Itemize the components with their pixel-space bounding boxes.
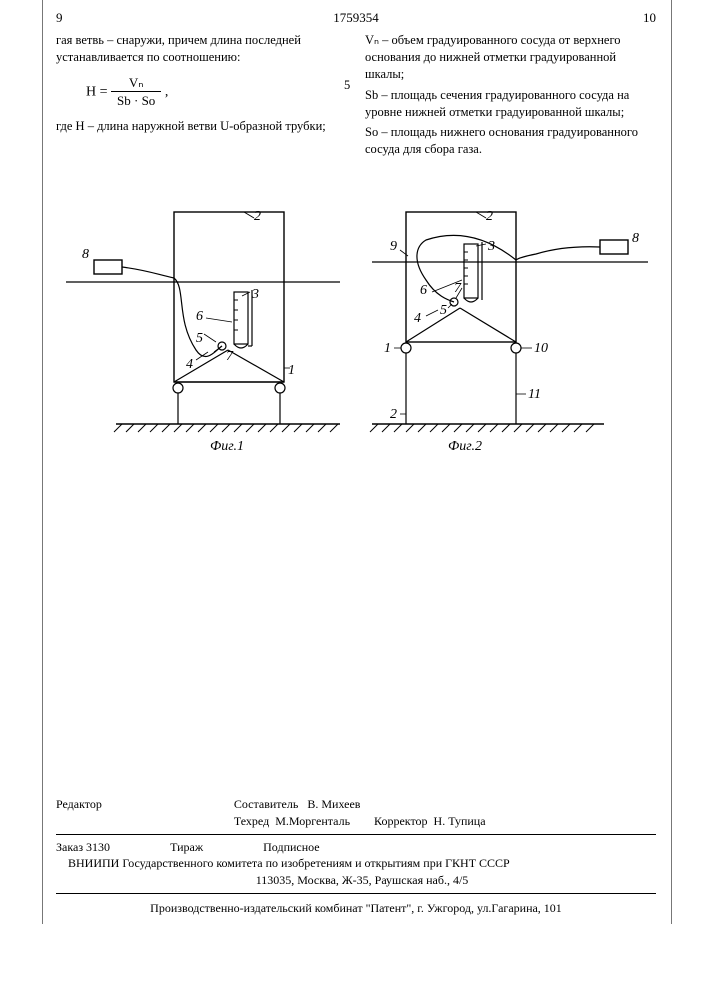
right-p3: So – площадь нижнего основания градуиров… [365,124,656,158]
line-marker-5: 5 [344,78,350,93]
subscription: Подписное [263,839,320,856]
print-run: Тираж [170,839,203,856]
fig1-label-8: 8 [82,247,89,262]
order-number: Заказ 3130 [56,839,110,856]
fig2-caption: Фиг.2 [448,439,482,454]
fig2-label-8: 8 [632,231,639,246]
fig1-label-4: 4 [186,357,193,372]
fig1-label-1: 1 [288,363,295,378]
corrector-name: Н. Тупица [434,814,486,828]
formula: H = Vₙ Sb · So , [86,74,347,110]
fig2-label-9: 9 [390,239,397,254]
fig2-label-7: 7 [454,281,462,296]
compiler-name: В. Михеев [307,797,360,811]
fig2-label-4: 4 [414,311,421,326]
right-column: Vₙ – объем градуированного сосуда от вер… [365,32,656,162]
compiler-label: Составитель [234,797,298,811]
org-line2: 113035, Москва, Ж-35, Раушская наб., 4/5 [68,872,656,889]
page-number-left: 9 [56,10,63,26]
fig1-label-6: 6 [196,309,203,324]
fig2-label-2-bot: 2 [390,407,397,422]
corrector-label: Корректор [374,814,428,828]
fig2-label-3: 3 [487,239,495,254]
fig2-label-10: 10 [534,341,548,356]
right-p1: Vₙ – объем градуированного сосуда от вер… [365,32,656,83]
fig2-label-1: 1 [384,341,391,356]
fig2-label-11: 11 [528,387,541,402]
fig1-label-5: 5 [196,331,203,346]
techred-label: Техред [234,814,269,828]
left-p2: где Н – длина наружной ветви U-образной … [56,118,347,135]
editor-label: Редактор [56,796,102,830]
right-p2: Sb – площадь сечения градуированного сос… [365,87,656,121]
fig2-label-6: 6 [420,283,427,298]
figure-svg: 1 2 3 4 5 6 7 8 Фиг.1 [56,200,656,460]
publisher-line: Производственно-издательский комбинат "П… [56,900,656,917]
fig1-label-2: 2 [254,209,261,224]
org-line1: ВНИИПИ Государственного комитета по изоб… [68,855,656,872]
document-number: 1759354 [333,10,379,26]
techred-name: М.Моргенталь [275,814,350,828]
imprint-footer: Редактор Составитель В. Михеев Техред М.… [56,796,656,917]
fig1-caption: Фиг.1 [210,439,244,454]
figures: 1 2 3 4 5 6 7 8 Фиг.1 [56,200,656,460]
fig2-label-2-top: 2 [486,209,493,224]
page-header: 9 1759354 10 [56,10,656,26]
fig2-label-5: 5 [440,303,447,318]
text-columns: гая ветвь – снаружи, причем длина послед… [56,32,656,162]
fig1-label-3: 3 [251,287,259,302]
left-column: гая ветвь – снаружи, причем длина послед… [56,32,347,162]
left-p1: гая ветвь – снаружи, причем длина послед… [56,32,347,66]
fig1-label-7: 7 [226,349,234,364]
page-number-right: 10 [643,10,656,26]
